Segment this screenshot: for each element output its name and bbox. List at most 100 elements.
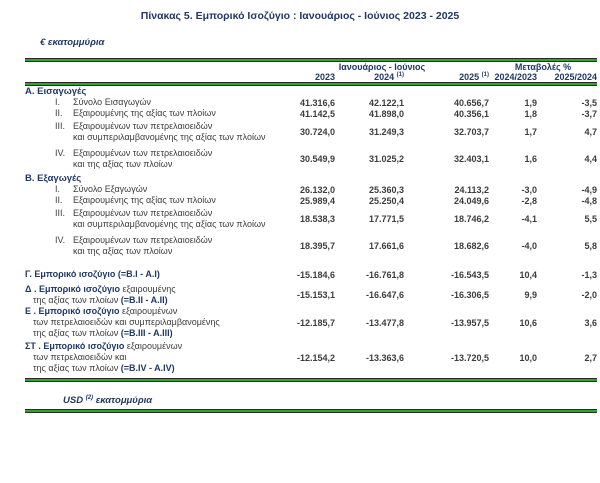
table-row: Δ . Εμπορικό ισοζύγιο εξαιρουμένης της αξ…: [25, 284, 597, 306]
section-header-label: Β. Εξαγωγές: [25, 173, 82, 184]
row-numeral: III.: [55, 121, 66, 131]
value-cell: 30.549,9: [299, 154, 335, 164]
value-cell: -13.363,6: [365, 352, 404, 363]
row-label: ΣΤ . Εμπορικό ισοζύγιο εξαιρουμένων των π…: [25, 339, 275, 378]
row-label-segment: και της αξίας των πλοίων: [73, 246, 173, 256]
table-row: IV. Εξαιρουμένων των πετρελαιοειδών και τη…: [25, 146, 597, 173]
unit-label-eur: € εκατομμύρια: [40, 37, 105, 48]
column-group-header-row: Ιανουάριος - Ιούνιος Μεταβολές %: [25, 62, 597, 72]
row-label-segment: Εξαιρουμένης της αξίας των πλοίων: [73, 195, 216, 205]
row-label-segment: εξαιρουμένης: [122, 284, 176, 294]
value-cell: -4,1: [521, 214, 537, 224]
value-cell: 30.724,0: [299, 127, 335, 137]
column-group-changes: Μεταβολές %: [514, 62, 572, 72]
row-label-segment: (=B.I - A.I): [117, 269, 160, 279]
value-cell: 31.025,2: [368, 154, 404, 164]
value-cell: 9,9: [524, 290, 537, 300]
row-label-segment: της αξίας των πλοίων: [33, 328, 121, 338]
value-cell: -13.957,5: [450, 317, 489, 328]
row-label: IV. Εξαιρουμένων των πετρελαιοειδών και τη…: [25, 233, 275, 260]
value-cell: 17.771,5: [368, 214, 404, 224]
table-row: Ε . Εμπορικό ισοζύγιο εξαιρουμένων των πε…: [25, 306, 597, 339]
usd-label: USD: [63, 395, 84, 407]
row-label: IV. Εξαιρουμένων των πετρελαιοειδών και τη…: [25, 146, 275, 173]
value-cell: 1,8: [524, 108, 537, 119]
value-cell: 25.360,3: [368, 184, 404, 195]
value-cell: -13.477,8: [365, 317, 404, 328]
row-numeral: I.: [55, 184, 61, 194]
value-cell: 40.356,1: [453, 108, 489, 119]
row-label-segment: και της αξίας των πλοίων: [73, 159, 173, 169]
column-header-2025-2024: 2025/2024: [537, 72, 597, 82]
empty-cell: [25, 72, 275, 82]
row-label-segment: της αξίας των πλοίων: [33, 295, 121, 305]
row-label-segment: και συμπεριλαμβανομένης της αξίας των πλ…: [73, 132, 266, 142]
row-label-segment: Εξαιρουμένων των πετρελαιοειδών: [73, 121, 213, 131]
table-row: ΣΤ . Εμπορικό ισοζύγιο εξαιρουμένων των π…: [25, 339, 597, 378]
row-label-segment: και συμπεριλαμβανομένης της αξίας των πλ…: [73, 219, 266, 229]
value-cell: -1,3: [581, 269, 598, 280]
value-cell: 24.049,6: [453, 195, 489, 206]
table-header: Ιανουάριος - Ιούνιος Μεταβολές % 2023 20…: [25, 62, 597, 82]
row-numeral: IV.: [55, 148, 66, 158]
value-cell: 42.122,1: [368, 97, 404, 108]
table-row: I. Σύνολο Εξαγωγών 26.132,0 25.360,3 24.113,…: [25, 184, 597, 195]
value-cell: -16.761,8: [365, 269, 404, 280]
value-cell: 10,0: [519, 352, 537, 363]
value-cell: 5,5: [584, 214, 598, 224]
value-cell: -3,0: [521, 184, 537, 195]
row-label: III. Εξαιρουμένων των πετρελαιοειδών και σ…: [25, 119, 275, 146]
value-cell: -4,8: [581, 195, 598, 206]
column-header-label: 2024: [374, 72, 395, 82]
footnote-marker: (1): [396, 72, 404, 78]
value-cell: 26.132,0: [299, 184, 335, 195]
divider-line-top: [25, 58, 597, 62]
column-header-2024-2023: 2024/2023: [489, 72, 537, 82]
value-cell: -3,7: [581, 108, 598, 119]
value-cell: 1,9: [524, 97, 537, 108]
value-cell: 5,8: [584, 241, 598, 251]
value-cell: -4,9: [581, 184, 598, 195]
table-row: III. Εξαιρουμένων των πετρελαιοειδών και σ…: [25, 206, 597, 233]
row-label-segment: Γ. Εμπορικό ισοζύγιο: [25, 269, 118, 279]
value-cell: 2,7: [584, 352, 598, 363]
value-cell: 41.316,6: [299, 97, 335, 108]
table-row: Γ. Εμπορικό ισοζύγιο (=B.I - A.I) -15.184…: [25, 260, 597, 284]
footnote-marker: (2): [85, 395, 94, 401]
value-cell: 18.395,7: [299, 241, 335, 251]
row-label: I. Σύνολο Εξαγωγών: [25, 184, 275, 195]
column-group-period: Ιανουάριος - Ιούνιος: [338, 62, 426, 72]
divider-line-footer: [25, 409, 597, 414]
value-cell: -16.306,5: [450, 290, 489, 300]
divider-line-header: [25, 82, 597, 86]
value-cell: -15.153,1: [296, 290, 335, 300]
value-cell: -13.720,5: [450, 352, 489, 363]
row-numeral: II.: [55, 195, 63, 205]
value-cell: -16.647,6: [365, 290, 404, 300]
row-label-segment: Εξαιρουμένων των πετρελαιοειδών: [73, 148, 213, 158]
row-label-segment: των πετρελαιοειδών και: [33, 352, 127, 362]
row-numeral: I.: [55, 97, 61, 107]
column-header-2025: 2025 (1): [404, 72, 489, 82]
table-row: II. Εξαιρουμένης της αξίας των πλοίων 41.1…: [25, 108, 597, 119]
row-label: I. Σύνολο Εισαγωγών: [25, 97, 275, 108]
column-header-2024: 2024 (1): [335, 72, 404, 82]
value-cell: 4,4: [584, 154, 598, 164]
column-header-label: 2025: [459, 72, 480, 82]
row-label-segment: Σύνολο Εξαγωγών: [73, 184, 148, 194]
value-cell: 24.113,2: [454, 184, 489, 195]
usd-unit-label: εκατομμύρια: [95, 395, 153, 407]
value-cell: 32.403,1: [453, 154, 489, 164]
value-cell: 40.656,7: [453, 97, 489, 108]
value-cell: -3,5: [581, 97, 598, 108]
row-numeral: II.: [55, 108, 63, 118]
row-label-segment: των πετρελαιοειδών και συμπεριλαμβανομέν…: [33, 317, 220, 327]
row-label-segment: Ε . Εμπορικό ισοζύγιο: [25, 306, 122, 316]
row-label-segment: (=B.II - A.II): [120, 295, 168, 305]
row-label-segment: της αξίας των πλοίων: [33, 363, 121, 373]
page-title: Πίνακας 5. Εμπορικό Ισοζύγιο : Ιανουάριο…: [140, 10, 460, 22]
value-cell: 10,6: [519, 317, 537, 328]
row-label-segment: (=B.III - A.III): [120, 328, 173, 338]
row-label-segment: Εξαιρουμένης της αξίας των πλοίων: [73, 108, 216, 118]
divider-line-bottom: [25, 378, 597, 382]
